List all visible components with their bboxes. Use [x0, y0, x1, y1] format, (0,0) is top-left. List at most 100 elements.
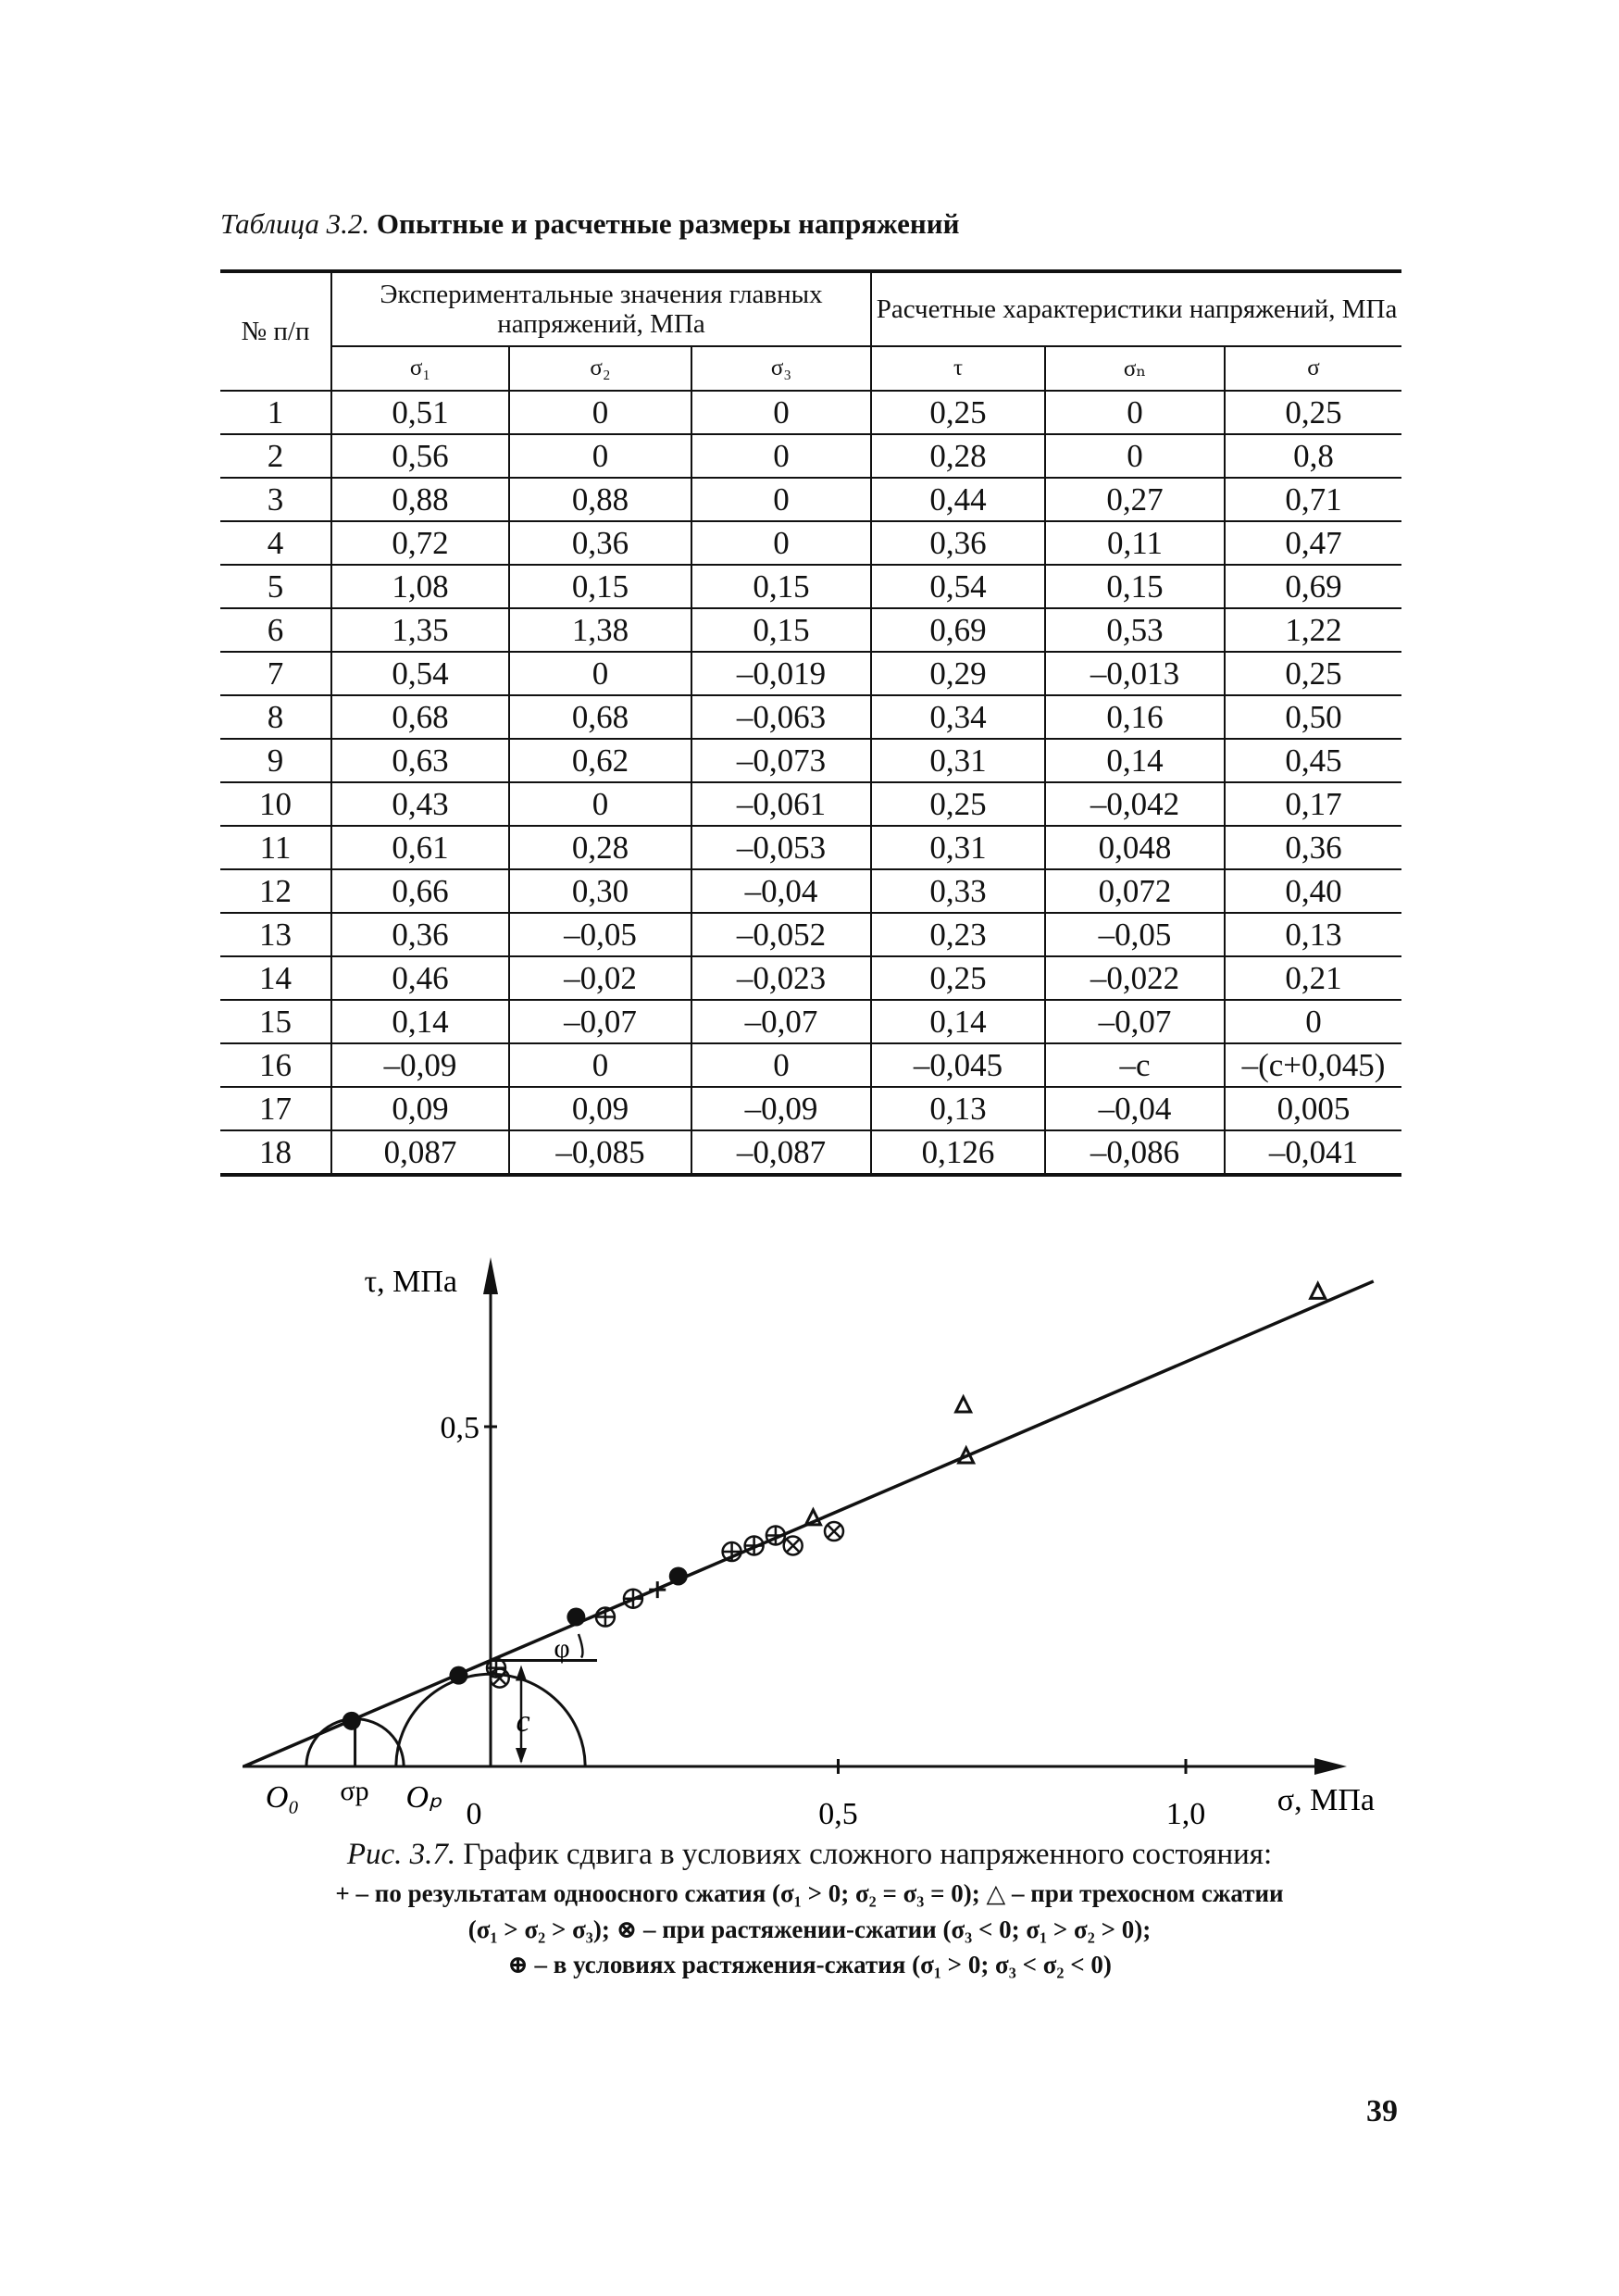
table-cell: 1,38 — [508, 607, 692, 653]
table-row: 6 1,35 1,38 0,15 0,69 0,53 1,22 — [220, 607, 1402, 653]
table-cell: 0,087 — [330, 1129, 510, 1177]
table-cell: –0,042 — [1044, 781, 1227, 827]
point-triangle — [953, 1393, 974, 1414]
table-cell: 0,69 — [870, 607, 1047, 653]
table-row: 14 0,46 –0,02 –0,023 0,25 –0,022 0,21 — [220, 955, 1402, 1001]
table-cell: 0,68 — [508, 694, 692, 740]
table-cell: 0,31 — [870, 738, 1047, 783]
table-cell: –0,061 — [690, 781, 873, 827]
table-cell: –0,052 — [690, 912, 873, 957]
oplus-cross — [744, 1536, 764, 1555]
subheader-sigma-n: σₙ — [1044, 345, 1227, 392]
point-filled — [342, 1711, 361, 1730]
c-arrow-down — [516, 1748, 527, 1764]
point-oplus — [622, 1588, 644, 1609]
point-oplus — [721, 1541, 742, 1563]
table-cell: 0,68 — [330, 694, 510, 740]
legend-line-1: + – по результатам одноосного сжатия (σ₁… — [335, 1879, 1284, 1907]
table-cell: 7 — [220, 651, 332, 696]
table-cell: –0,087 — [690, 1129, 873, 1177]
table-cell: 0,63 — [330, 738, 510, 783]
point-filled — [449, 1666, 468, 1685]
table-cell: 0,34 — [870, 694, 1047, 740]
table-cell: 0,072 — [1044, 868, 1227, 914]
table-cell: 0,21 — [1224, 955, 1402, 1001]
table-cell: 0,61 — [330, 825, 510, 870]
table-cell: 0,15 — [690, 564, 873, 609]
table-cell: 0,47 — [1224, 520, 1402, 566]
phi-arc — [577, 1633, 584, 1659]
table-cell: 18 — [220, 1129, 332, 1177]
table-row: 10 0,43 0 –0,061 0,25 –0,042 0,17 — [220, 781, 1402, 827]
table-cell: –0,022 — [1044, 955, 1227, 1001]
subheader-sigma3: σ₃ — [690, 345, 873, 392]
table-cell: 0,13 — [1224, 912, 1402, 957]
table-cell: 0,25 — [870, 955, 1047, 1001]
table-cell: 0,69 — [1224, 564, 1402, 609]
table-cell: 0,09 — [330, 1086, 510, 1131]
page-number: 39 — [1366, 2094, 1398, 2128]
table-cell: 0,13 — [870, 1086, 1047, 1131]
label-c: c — [516, 1704, 529, 1739]
table-cell: –0,013 — [1044, 651, 1227, 696]
table-cell: 0,25 — [870, 781, 1047, 827]
table-cell: 17 — [220, 1086, 332, 1131]
table-row: 11 0,61 0,28 –0,053 0,31 0,048 0,36 — [220, 825, 1402, 870]
table-row: 18 0,087 –0,085 –0,087 0,126 –0,086 –0,041 — [220, 1129, 1402, 1177]
table-cell: 0,56 — [330, 433, 510, 479]
oplus-cross — [766, 1526, 785, 1545]
table-cell: 0,005 — [1224, 1086, 1402, 1131]
table-cell: 0,88 — [330, 477, 510, 522]
table-cell: 0 — [508, 651, 692, 696]
table-cell: 1,35 — [330, 607, 510, 653]
table-cell: –0,063 — [690, 694, 873, 740]
point-triangle — [956, 1444, 977, 1465]
table-cell: 0,14 — [1044, 738, 1227, 783]
table-cell: 0,25 — [870, 390, 1047, 435]
table-cell: 0,54 — [870, 564, 1047, 609]
table-cell: 4 — [220, 520, 332, 566]
table-cell: 5 — [220, 564, 332, 609]
subheader-tau: τ — [870, 345, 1047, 392]
otimes-cross — [492, 1670, 507, 1686]
label-sigma-p: σp — [340, 1776, 368, 1806]
table-cell: 0,29 — [870, 651, 1047, 696]
table-cell: –0,09 — [330, 1042, 510, 1088]
table-cell: 0,27 — [1044, 477, 1227, 522]
table-cell: 0 — [1044, 390, 1227, 435]
x-tick-label: 0 — [467, 1797, 482, 1831]
table-caption-title: Опытные и расчетные размеры напряжений — [376, 207, 960, 240]
table-cell: 0,16 — [1044, 694, 1227, 740]
figure-caption-text: График сдвига в условиях сложного напряж… — [463, 1838, 1273, 1871]
table-cell: 0,15 — [1044, 564, 1227, 609]
legend-line-2: (σ₁ > σ₂ > σ₃); ⊗ – при растяжении-сжати… — [467, 1915, 1152, 1943]
label-Op: Oₚ — [405, 1780, 442, 1815]
table-cell: 0,14 — [870, 999, 1047, 1044]
table-row: 5 1,08 0,15 0,15 0,54 0,15 0,69 — [220, 564, 1402, 609]
table-cell: 6 — [220, 607, 332, 653]
table-cell: –0,045 — [870, 1042, 1047, 1088]
table-cell: 0,15 — [690, 607, 873, 653]
table-cell: 0,33 — [870, 868, 1047, 914]
table-cell: 9 — [220, 738, 332, 783]
table-cell: –0,05 — [1044, 912, 1227, 957]
x-axis-arrow — [1314, 1758, 1347, 1775]
table-cell: 11 — [220, 825, 332, 870]
table-row: 12 0,66 0,30 –0,04 0,33 0,072 0,40 — [220, 868, 1402, 914]
table-cell: 8 — [220, 694, 332, 740]
table-cell: 0,72 — [330, 520, 510, 566]
table-cell: –0,07 — [508, 999, 692, 1044]
table-cell: 0,43 — [330, 781, 510, 827]
table-cell: 0,88 — [508, 477, 692, 522]
table-cell: 0 — [1044, 433, 1227, 479]
table-cell: 0,36 — [870, 520, 1047, 566]
table-cell: 0,25 — [1224, 651, 1402, 696]
point-filled — [668, 1566, 688, 1586]
table-cell: 0 — [1224, 999, 1402, 1044]
table-cell: 0,36 — [330, 912, 510, 957]
table-cell: 0,40 — [1224, 868, 1402, 914]
c-arrow-up — [516, 1665, 527, 1681]
table-cell: –0,05 — [508, 912, 692, 957]
table-cell: 0,50 — [1224, 694, 1402, 740]
table-cell: 2 — [220, 433, 332, 479]
